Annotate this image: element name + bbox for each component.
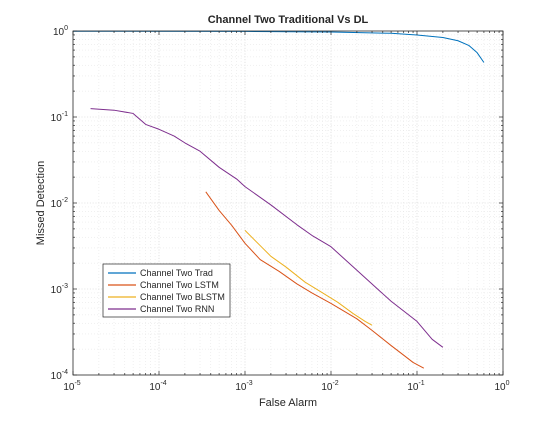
legend-entry: Channel Two Trad (140, 268, 213, 278)
x-tick-label: 10-4 (149, 380, 166, 393)
legend-entry: Channel Two BLSTM (140, 292, 225, 302)
grid (73, 31, 503, 375)
series-line-2 (205, 191, 425, 369)
y-tick-label: 10-3 (51, 283, 68, 296)
y-tick-label: 10-4 (51, 369, 68, 382)
y-tick-label: 10-2 (51, 197, 68, 210)
x-tick-label: 10-5 (63, 380, 80, 393)
legend: Channel Two Trad Channel Two LSTM Channel … (102, 263, 231, 318)
chart-title: Channel Two Traditional Vs DL (208, 14, 369, 26)
legend-entry: Channel Two RNN (140, 304, 214, 314)
y-tick-label: 100 (53, 25, 68, 38)
y-tick-label: 10-1 (51, 111, 68, 124)
x-tick-label: 10-3 (235, 380, 252, 393)
legend-entry: Channel Two LSTM (140, 280, 219, 290)
y-axis-title: Missed Detection (35, 161, 47, 245)
ticks: 10-5 10-4 10-3 10-2 10-1 10010-410-310-210-11… (51, 25, 510, 393)
series-line-1 (72, 30, 485, 63)
x-tick-label: 100 (494, 380, 509, 393)
x-tick-label: 10-1 (407, 380, 424, 393)
series-line-4 (90, 108, 444, 348)
series-line-3 (244, 230, 373, 326)
x-tick-label: 10-2 (321, 380, 338, 393)
x-axis-title: False Alarm (259, 397, 317, 409)
series-layer (72, 30, 485, 369)
